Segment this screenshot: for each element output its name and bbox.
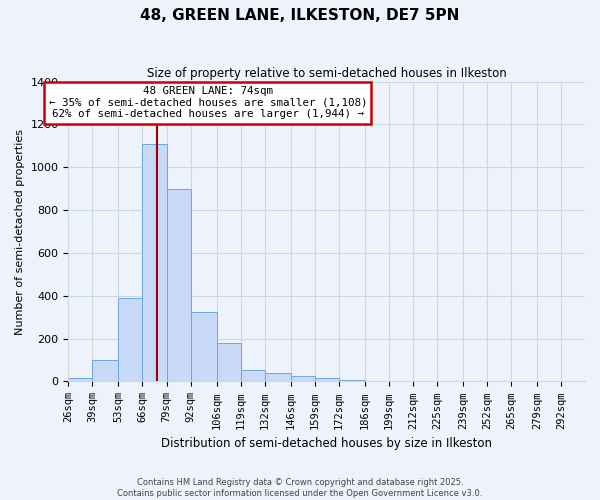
X-axis label: Distribution of semi-detached houses by size in Ilkeston: Distribution of semi-detached houses by …: [161, 437, 492, 450]
Bar: [191, 312, 217, 382]
Bar: [290, 376, 314, 382]
Text: 48, GREEN LANE, ILKESTON, DE7 5PN: 48, GREEN LANE, ILKESTON, DE7 5PN: [140, 8, 460, 22]
Text: 48 GREEN LANE: 74sqm
← 35% of semi-detached houses are smaller (1,108)
62% of se: 48 GREEN LANE: 74sqm ← 35% of semi-detac…: [49, 86, 367, 120]
Bar: [167, 188, 191, 382]
Bar: [241, 370, 265, 382]
Bar: [118, 298, 142, 382]
Bar: [265, 373, 290, 382]
Bar: [314, 378, 339, 382]
Title: Size of property relative to semi-detached houses in Ilkeston: Size of property relative to semi-detach…: [147, 68, 506, 80]
Bar: [339, 380, 365, 382]
Bar: [217, 343, 241, 382]
Y-axis label: Number of semi-detached properties: Number of semi-detached properties: [15, 128, 25, 334]
Text: Contains HM Land Registry data © Crown copyright and database right 2025.
Contai: Contains HM Land Registry data © Crown c…: [118, 478, 482, 498]
Bar: [68, 378, 92, 382]
Bar: [142, 144, 167, 382]
Bar: [92, 360, 118, 382]
